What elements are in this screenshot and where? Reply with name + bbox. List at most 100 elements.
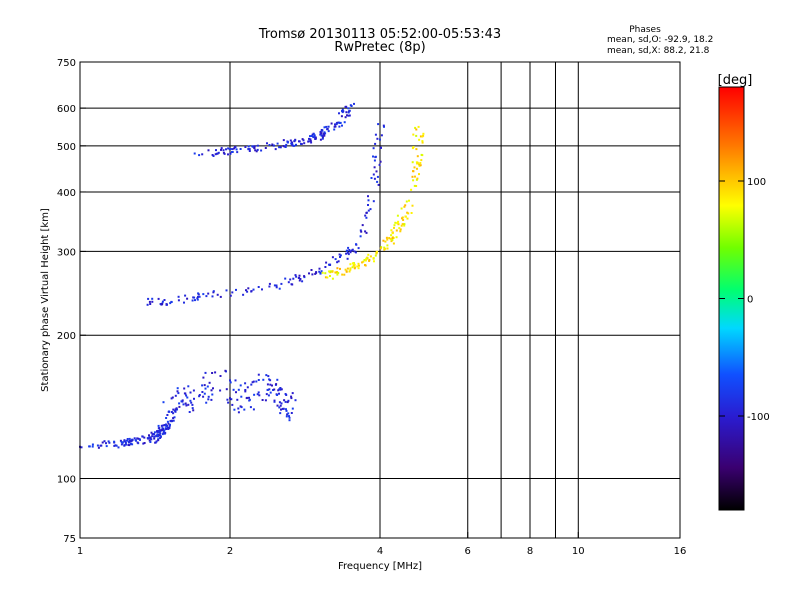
data-point xyxy=(163,299,166,301)
data-point xyxy=(235,148,238,151)
data-point xyxy=(136,437,139,440)
data-point xyxy=(168,425,171,428)
data-point xyxy=(288,415,290,418)
data-point xyxy=(282,407,285,410)
data-point xyxy=(336,271,339,273)
data-point xyxy=(227,153,229,156)
data-point xyxy=(385,236,388,239)
data-point xyxy=(193,296,196,299)
data-point xyxy=(219,389,222,392)
data-point xyxy=(325,261,328,264)
data-point xyxy=(411,161,414,164)
data-point xyxy=(407,212,410,215)
data-point xyxy=(202,376,205,379)
data-point xyxy=(298,140,301,143)
data-point xyxy=(80,446,83,449)
data-point xyxy=(338,121,341,124)
data-point xyxy=(252,288,255,291)
data-point xyxy=(299,278,302,280)
data-point xyxy=(127,444,130,446)
data-point xyxy=(193,397,195,400)
y-axis-label: Stationary phase Virtual Height [km] xyxy=(40,208,51,392)
data-point xyxy=(185,404,188,407)
data-point xyxy=(403,205,406,208)
data-point xyxy=(361,261,364,264)
data-point xyxy=(205,295,208,298)
data-point xyxy=(151,435,154,438)
data-point xyxy=(286,401,289,404)
data-point xyxy=(339,121,342,124)
data-point xyxy=(103,440,106,443)
data-point xyxy=(262,378,265,381)
data-point xyxy=(374,142,377,145)
data-point xyxy=(177,295,180,298)
data-point xyxy=(272,144,275,147)
data-point xyxy=(320,129,323,132)
data-point xyxy=(386,244,389,247)
data-point xyxy=(202,293,205,296)
data-point xyxy=(357,267,360,270)
data-point xyxy=(100,444,103,447)
data-point xyxy=(175,407,178,410)
data-point xyxy=(345,249,348,252)
data-point xyxy=(207,398,210,401)
x-tick-label: 4 xyxy=(377,546,383,557)
data-point xyxy=(176,408,178,411)
data-point xyxy=(329,263,332,266)
data-point xyxy=(324,272,327,275)
data-point xyxy=(156,433,159,436)
data-point xyxy=(248,150,251,152)
data-point xyxy=(229,397,231,400)
colorbar-tick-label: 100 xyxy=(747,177,766,188)
data-point xyxy=(236,151,239,154)
data-point xyxy=(207,292,210,295)
data-point xyxy=(349,263,352,266)
data-point xyxy=(273,400,276,403)
y-tick-label: 750 xyxy=(57,58,76,69)
data-point xyxy=(247,148,250,151)
x-tick-label: 10 xyxy=(572,546,585,557)
data-point xyxy=(150,431,153,434)
data-point xyxy=(244,382,247,385)
data-point xyxy=(349,268,352,271)
data-point xyxy=(170,300,173,303)
data-point xyxy=(321,134,324,137)
data-point xyxy=(113,444,116,447)
data-point xyxy=(415,128,418,131)
data-point xyxy=(235,391,237,394)
data-point xyxy=(330,122,333,125)
data-point xyxy=(174,394,177,397)
data-point xyxy=(324,266,327,268)
data-point xyxy=(207,395,210,398)
data-point xyxy=(157,424,160,427)
data-point xyxy=(192,389,195,392)
data-point xyxy=(319,131,322,133)
data-point xyxy=(105,442,107,445)
data-point xyxy=(233,408,236,411)
data-point xyxy=(390,234,393,237)
data-point xyxy=(196,297,199,300)
data-point xyxy=(258,394,261,397)
data-point xyxy=(336,273,339,276)
data-point xyxy=(156,430,158,433)
data-point xyxy=(139,438,141,441)
data-point xyxy=(198,295,201,298)
data-point xyxy=(372,173,375,176)
data-point xyxy=(128,439,131,442)
data-point xyxy=(274,148,277,151)
data-point xyxy=(188,411,191,413)
data-point xyxy=(394,221,397,224)
data-point xyxy=(400,207,403,210)
data-point xyxy=(380,146,382,149)
data-point xyxy=(328,270,331,273)
data-point xyxy=(294,274,297,277)
data-point xyxy=(278,401,281,404)
data-point xyxy=(268,388,271,391)
data-point xyxy=(412,133,415,136)
data-point xyxy=(405,200,408,203)
data-point xyxy=(184,294,187,297)
data-point xyxy=(251,145,254,148)
data-point xyxy=(282,139,285,142)
data-point xyxy=(284,393,287,395)
